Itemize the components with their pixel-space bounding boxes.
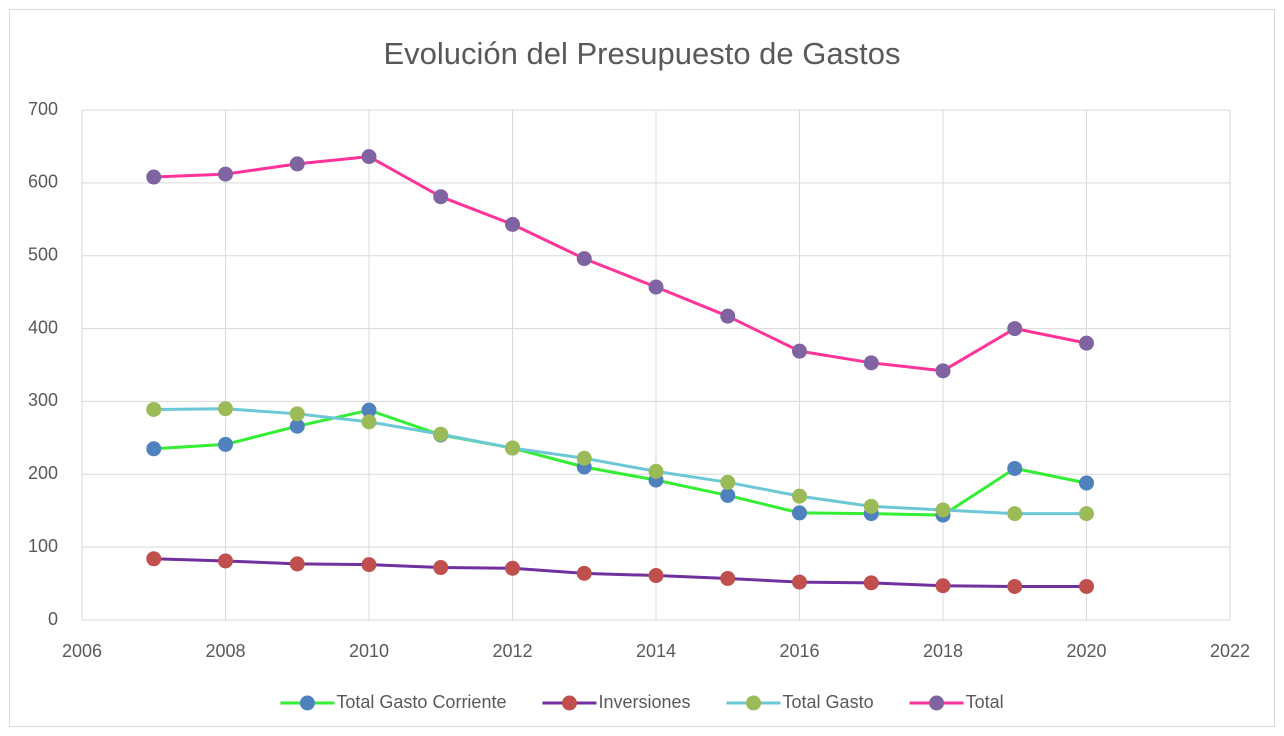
data-point — [289, 418, 305, 434]
data-point — [289, 156, 305, 172]
y-tick-label: 0 — [48, 609, 58, 629]
data-point — [505, 440, 520, 456]
data-point — [146, 169, 162, 185]
data-point — [863, 498, 879, 514]
series-line — [153, 407, 1087, 516]
data-point — [361, 402, 377, 418]
series-line — [153, 557, 1087, 588]
x-tick-label: 2016 — [779, 641, 819, 661]
chart-title: Evolución del Presupuesto de Gastos — [384, 36, 901, 71]
x-tick-label: 2006 — [62, 641, 102, 661]
x-tick-label: 2022 — [1210, 641, 1250, 661]
data-point — [289, 406, 305, 422]
y-tick-label: 300 — [28, 390, 58, 410]
legend-item: Total Gasto Corriente — [280, 692, 506, 712]
legend-label: Total — [966, 692, 1004, 712]
data-point — [1079, 578, 1094, 594]
data-point — [720, 487, 736, 503]
data-point — [576, 251, 592, 267]
data-point — [1079, 335, 1094, 351]
data-point — [433, 426, 449, 442]
data-point — [146, 551, 162, 567]
legend: Total Gasto Corriente Inversiones Total Ga… — [280, 692, 1004, 712]
series-line — [153, 155, 1087, 373]
legend-marker — [929, 695, 945, 711]
x-tick-label: 2018 — [923, 641, 963, 661]
data-point — [361, 414, 377, 430]
legend-item: Total Gasto — [726, 692, 874, 712]
legend-marker — [561, 695, 577, 711]
data-point — [361, 149, 377, 165]
data-point — [720, 570, 736, 586]
data-point — [361, 557, 377, 573]
data-point — [720, 474, 736, 490]
data-point — [720, 308, 736, 324]
legend-label: Inversiones — [598, 692, 690, 712]
legend-marker — [746, 695, 762, 711]
y-tick-label: 600 — [28, 172, 58, 192]
data-point — [1007, 460, 1023, 476]
y-tick-label: 100 — [28, 536, 58, 556]
data-point — [218, 401, 233, 417]
y-tick-label: 200 — [28, 463, 58, 483]
data-point — [935, 578, 951, 594]
series-line — [153, 408, 1087, 517]
legend-marker — [299, 695, 315, 711]
data-point — [935, 363, 951, 379]
data-point — [792, 343, 807, 359]
legend-item: Inversiones — [542, 692, 691, 712]
data-point — [146, 441, 162, 457]
data-point — [433, 560, 449, 576]
data-point — [648, 463, 664, 479]
y-tick-label: 400 — [28, 317, 58, 337]
x-tick-label: 2012 — [492, 641, 532, 661]
data-point — [218, 436, 233, 452]
data-point — [146, 401, 162, 417]
legend-item: Total — [909, 692, 1004, 712]
data-point — [505, 560, 520, 576]
data-point — [863, 575, 879, 591]
data-point — [1007, 321, 1023, 337]
data-point — [648, 279, 664, 295]
x-tick-label: 2008 — [205, 641, 245, 661]
chart-frame — [9, 9, 1275, 727]
data-point — [935, 502, 951, 518]
data-point — [505, 216, 520, 232]
data-point — [863, 355, 879, 371]
data-point — [576, 565, 592, 581]
legend-label: Total Gasto Corriente — [336, 692, 506, 712]
data-point — [792, 574, 807, 590]
data-point — [1007, 578, 1023, 594]
data-point — [792, 505, 807, 521]
legend-label: Total Gasto — [783, 692, 874, 712]
data-point — [218, 553, 233, 569]
data-point — [1007, 506, 1023, 522]
data-point — [218, 166, 233, 182]
data-point — [648, 568, 664, 584]
y-tick-label: 500 — [28, 244, 58, 264]
data-point — [289, 556, 305, 572]
data-point — [1079, 506, 1094, 522]
y-tick-label: 700 — [28, 99, 58, 119]
data-point — [576, 450, 592, 466]
x-tick-label: 2020 — [1066, 641, 1106, 661]
x-tick-label: 2014 — [636, 641, 676, 661]
x-tick-label: 2010 — [349, 641, 389, 661]
data-point — [1079, 475, 1094, 491]
data-point — [792, 488, 807, 504]
data-point — [433, 189, 449, 205]
